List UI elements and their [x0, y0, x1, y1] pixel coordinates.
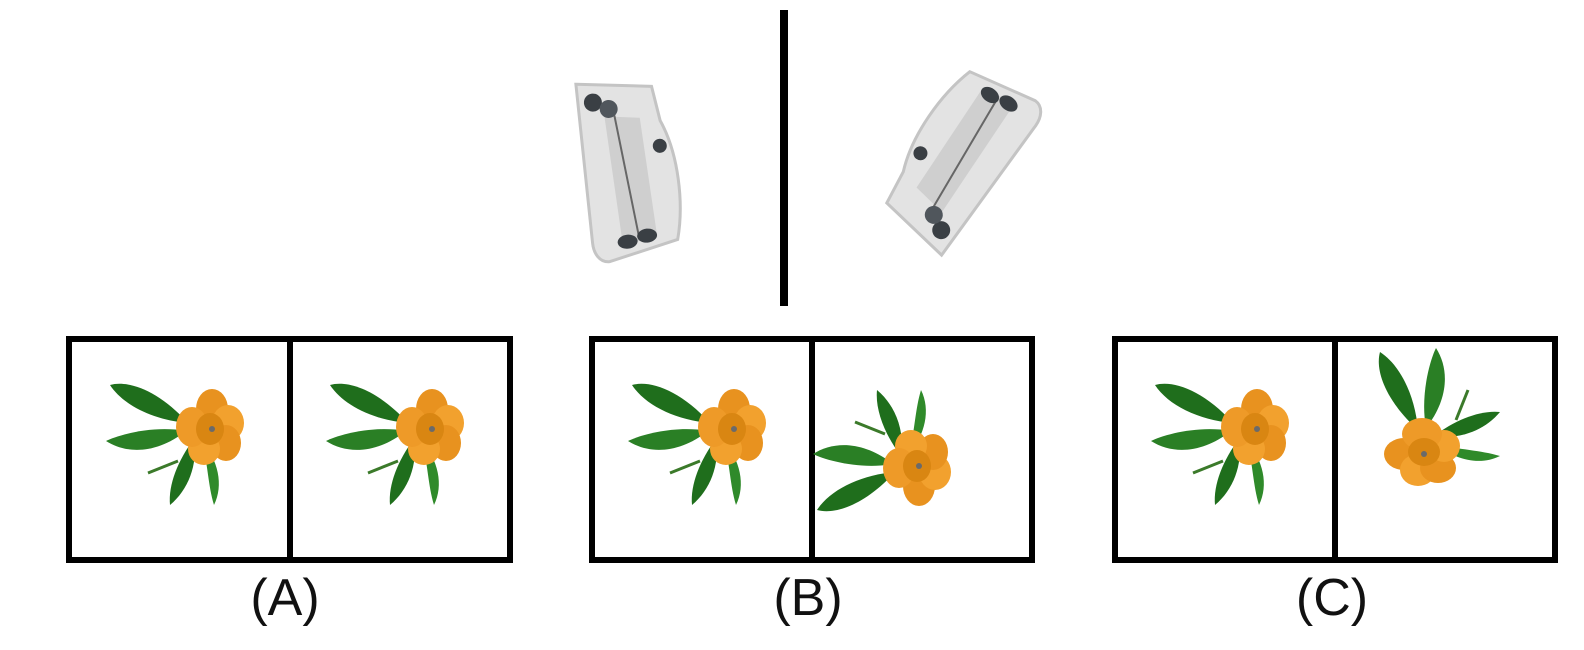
option-c-right-flower-icon: [1377, 346, 1502, 488]
option-a[interactable]: [66, 336, 513, 563]
option-b[interactable]: [589, 336, 1035, 563]
option-a-left-flower-icon: [104, 382, 246, 507]
option-b-right-flower-icon: [811, 388, 953, 513]
option-c[interactable]: [1112, 336, 1558, 563]
option-b-label: (B): [773, 569, 843, 627]
option-b-left-flower-icon: [626, 382, 768, 507]
example-left-cushion-icon: [574, 73, 688, 265]
option-c-label: (C): [1295, 569, 1369, 627]
option-c-left-flower-icon: [1149, 382, 1291, 507]
example-right-cushion-icon: [865, 53, 1049, 257]
option-a-label: (A): [250, 569, 320, 627]
option-a-right-flower-icon: [324, 382, 466, 507]
